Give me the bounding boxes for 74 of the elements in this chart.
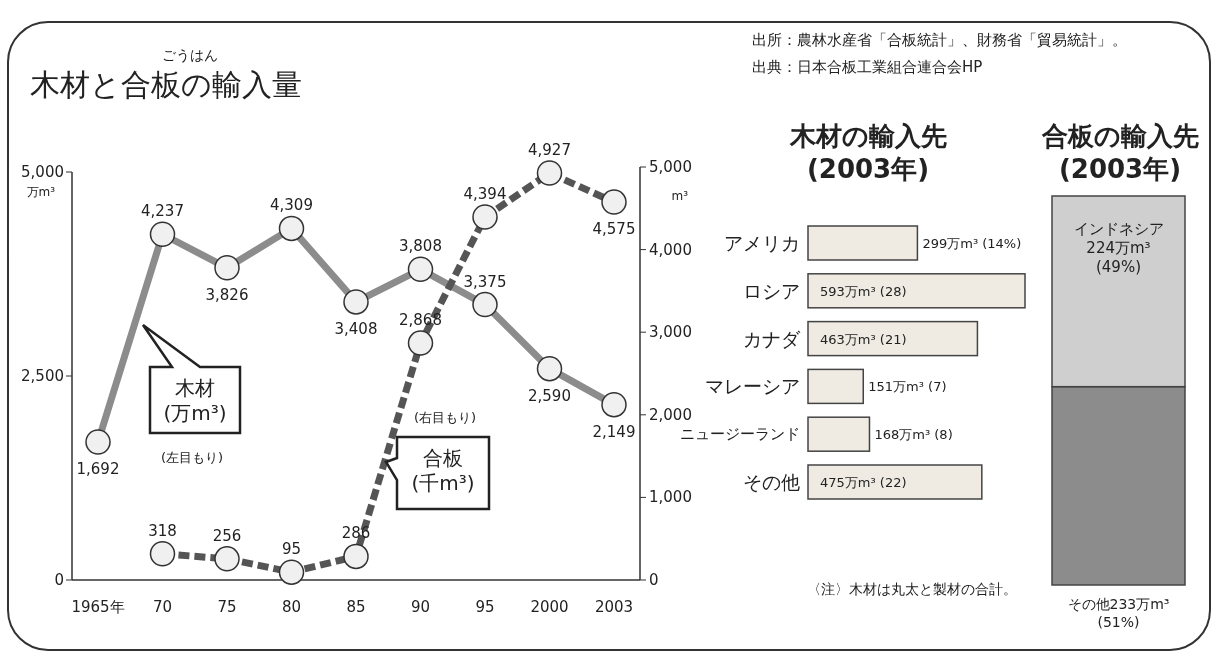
source-note: 出典：日本合板工業組合連合会HP — [752, 58, 983, 76]
annotation: (右目もり) — [413, 410, 477, 425]
y2-tick-label: 2,000 — [649, 405, 692, 424]
data-label: 4,237 — [141, 202, 184, 221]
y-tick-label: 5,000 — [21, 163, 64, 181]
data-label: インドネシア 224万m³ (49%) — [1073, 220, 1164, 276]
bar — [807, 225, 919, 261]
chart-title: 木材の輸入先 (2003年) — [788, 121, 947, 184]
x-tick-label: 95 — [475, 598, 495, 616]
data-label: 4,927 — [528, 141, 571, 160]
x-tick-label: 75 — [217, 598, 237, 616]
data-label: 2,149 — [592, 422, 636, 441]
bar — [807, 416, 871, 452]
text: ごうはん — [162, 47, 218, 63]
y-tick-label: ニュージーランド — [680, 425, 800, 444]
bar — [807, 320, 979, 357]
data-label: 4,394 — [463, 185, 507, 204]
y-tick-label: 0 — [54, 571, 64, 589]
point — [472, 204, 498, 230]
bar — [807, 368, 865, 405]
data-label: 95 — [281, 540, 302, 559]
y2-axis-title: m³ — [671, 189, 689, 203]
y-axis-title: 万m³ — [26, 185, 56, 199]
data-label: 593万m³ (28) — [820, 283, 907, 299]
point — [214, 546, 240, 572]
point — [601, 189, 627, 215]
data-label: 151万m³ (7) — [868, 379, 947, 395]
y2-tick-label: 0 — [649, 571, 659, 589]
y-tick-label: アメリカ — [724, 232, 800, 254]
point — [149, 540, 176, 567]
y2-tick-label: 3,000 — [649, 323, 692, 342]
x-tick-label: 90 — [410, 598, 431, 616]
data-label: 3,826 — [205, 285, 249, 304]
annotation: (左目もり) — [160, 450, 224, 465]
chart-title: 木材と合板の輸入量 — [30, 67, 302, 102]
y-tick-label: マレーシア — [705, 375, 800, 398]
point — [343, 543, 369, 570]
x-tick-label: 2000 — [530, 598, 569, 616]
x-tick-label: 85 — [346, 598, 366, 616]
data-label: その他233万m³ (51%) — [1067, 596, 1170, 630]
y-tick-label: その他 — [743, 471, 800, 493]
y2-tick-label: 1,000 — [649, 488, 692, 507]
x-tick-label: 1965年 — [71, 598, 125, 616]
point — [536, 160, 563, 186]
data-label: 299万m³ (14%) — [922, 236, 1022, 251]
y-tick-label: ロシア — [743, 279, 800, 302]
data-label: 3,375 — [463, 272, 507, 291]
data-label: 2,590 — [528, 386, 571, 405]
text: 出所：農林水産省「合板統計」、財務省「貿易統計」。 — [752, 31, 1127, 49]
data-label: 4,575 — [592, 220, 636, 239]
bar — [807, 464, 983, 500]
series-label: 合板 (千m³) — [411, 446, 475, 495]
data-label: 168万m³ (8) — [874, 427, 953, 443]
text: 〈注〉木材は丸太と製材の合計。 — [807, 581, 1017, 597]
bar — [807, 273, 1026, 309]
data-label: 2,868 — [399, 311, 442, 330]
data-label: 3,408 — [334, 319, 378, 338]
data-label: 3,808 — [399, 237, 442, 256]
chart-title: 合板の輸入先 (2003年) — [1040, 121, 1199, 184]
x-tick-label: 70 — [152, 598, 173, 616]
data-label: 256 — [212, 526, 242, 545]
data-label: 475万m³ (22) — [820, 475, 907, 490]
y-tick-label: 2,500 — [21, 367, 64, 385]
point — [278, 559, 305, 585]
x-tick-label: 80 — [281, 598, 302, 616]
data-label: 1,692 — [76, 459, 120, 478]
y-tick-label: カナダ — [743, 327, 801, 350]
x-tick-label: 2003 — [594, 598, 634, 616]
y2-tick-label: 4,000 — [649, 240, 692, 259]
y2-tick-label: 5,000 — [649, 158, 692, 176]
point — [407, 330, 434, 356]
data-label: 4,309 — [270, 196, 313, 215]
data-label: 318 — [148, 521, 177, 540]
data-label: 463万m³ (21) — [820, 331, 907, 347]
